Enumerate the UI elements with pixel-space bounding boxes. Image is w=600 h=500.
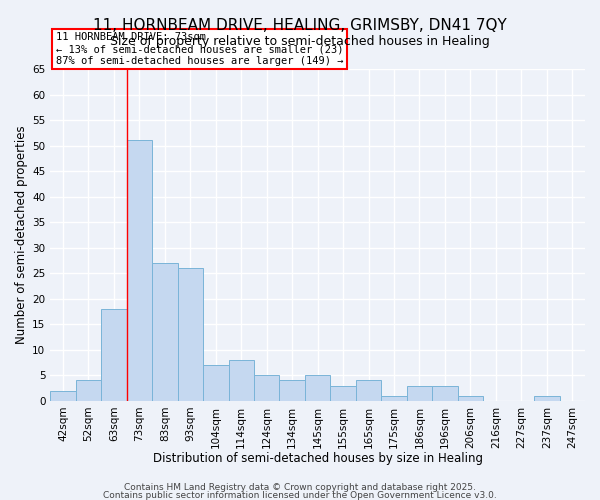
Bar: [458, 396, 483, 401]
Bar: [432, 386, 458, 401]
Bar: [127, 140, 152, 401]
Bar: [305, 376, 331, 401]
Text: Contains public sector information licensed under the Open Government Licence v3: Contains public sector information licen…: [103, 490, 497, 500]
Y-axis label: Number of semi-detached properties: Number of semi-detached properties: [15, 126, 28, 344]
Bar: [381, 396, 407, 401]
Text: Size of property relative to semi-detached houses in Healing: Size of property relative to semi-detach…: [110, 35, 490, 48]
Bar: [203, 365, 229, 401]
Bar: [76, 380, 101, 401]
Bar: [152, 263, 178, 401]
Bar: [178, 268, 203, 401]
Bar: [534, 396, 560, 401]
Text: 11 HORNBEAM DRIVE: 73sqm
← 13% of semi-detached houses are smaller (23)
87% of s: 11 HORNBEAM DRIVE: 73sqm ← 13% of semi-d…: [56, 32, 343, 66]
Bar: [50, 390, 76, 401]
Bar: [280, 380, 305, 401]
Bar: [254, 376, 280, 401]
Bar: [331, 386, 356, 401]
Bar: [101, 309, 127, 401]
Bar: [407, 386, 432, 401]
Bar: [229, 360, 254, 401]
Bar: [356, 380, 381, 401]
Text: 11, HORNBEAM DRIVE, HEALING, GRIMSBY, DN41 7QY: 11, HORNBEAM DRIVE, HEALING, GRIMSBY, DN…: [93, 18, 507, 32]
Text: Contains HM Land Registry data © Crown copyright and database right 2025.: Contains HM Land Registry data © Crown c…: [124, 483, 476, 492]
X-axis label: Distribution of semi-detached houses by size in Healing: Distribution of semi-detached houses by …: [152, 452, 482, 465]
